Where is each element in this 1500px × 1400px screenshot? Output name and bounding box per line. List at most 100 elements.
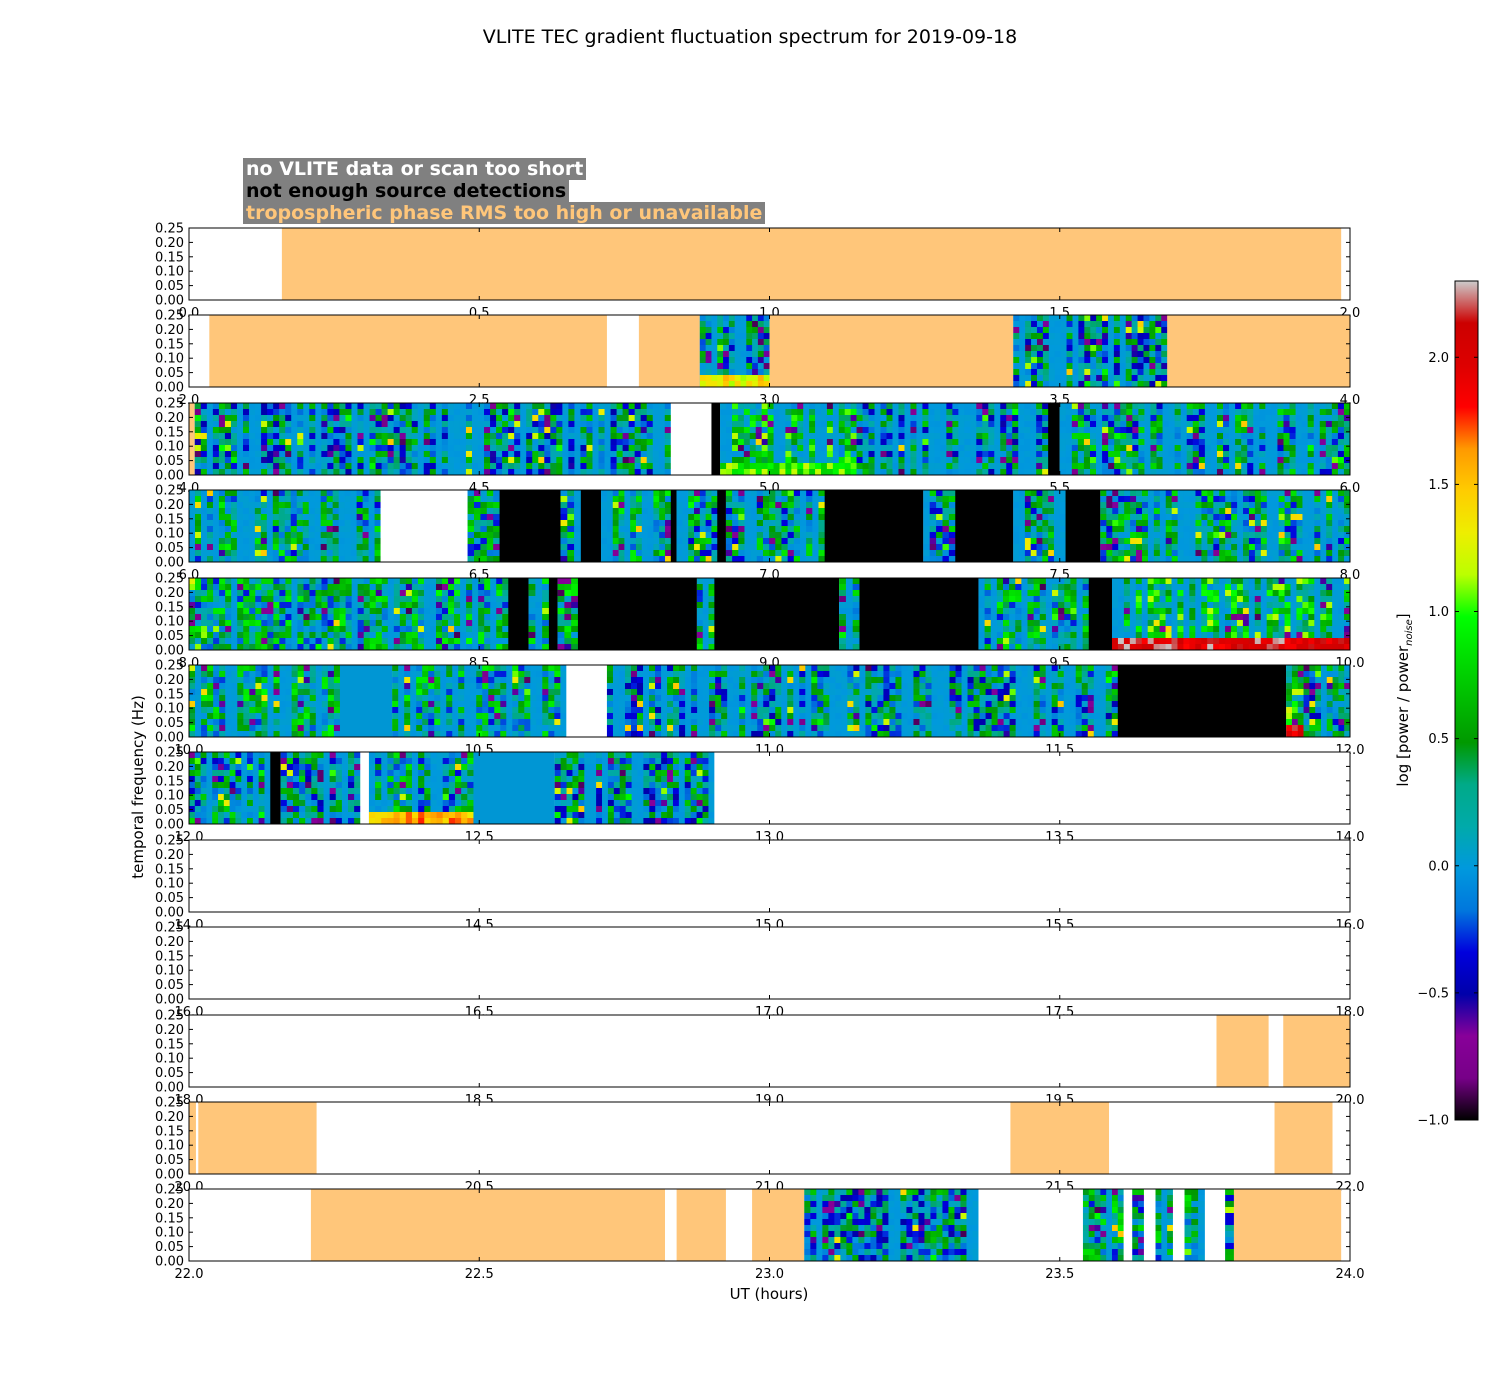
segment-tropo [209, 315, 607, 387]
y-tick-label: 0.10 [155, 352, 184, 367]
segment-spectrum [189, 578, 509, 650]
y-tick-label: 0.20 [155, 236, 184, 251]
colorbar-label-sub: noise [1404, 619, 1415, 646]
y-tick-label: 0.25 [155, 309, 184, 324]
y-tick-label: 0.25 [155, 834, 184, 849]
panels-group: 0.000.050.100.150.200.250.0 0.5 1.0 1.5 2.00… [155, 222, 1364, 1283]
y-tick-label: 0.00 [155, 644, 184, 659]
segment-nodata [189, 927, 1350, 999]
y-tick-label: 0.00 [155, 1168, 184, 1183]
segment-spectrum [804, 1189, 979, 1261]
segment-spectrum [856, 403, 1049, 475]
segment-nodata [714, 752, 1350, 824]
segment-spectrum [280, 752, 361, 824]
segment-spectrum [1013, 315, 1168, 387]
y-tick-label: 0.15 [155, 949, 184, 964]
panel-2: 0.000.050.100.150.200.254.0 4.5 5.0 5.5 6.0 [155, 397, 1360, 497]
y-tick-label: 0.20 [155, 848, 184, 863]
colorbar-ticks: −1.0 −0.5 0.0 0.5 1.0 1.5 2.0 [1417, 351, 1478, 1129]
segment-spectrum [923, 490, 956, 562]
y-tick-label: 0.05 [155, 891, 184, 906]
segment-spectrum [554, 752, 715, 824]
y-tick-label: 0.00 [155, 556, 184, 571]
y-tick-label: 0.00 [155, 1255, 184, 1270]
legend-no-detections: not enough source detections [243, 180, 570, 202]
segment-nodata [189, 1189, 311, 1261]
segment-nodetect [711, 403, 721, 475]
y-tick-label: 0.15 [155, 1124, 184, 1139]
segment-spectrum [1082, 1189, 1125, 1261]
segment-nodata [1332, 1102, 1350, 1174]
y-tick-label: 0.00 [155, 731, 184, 746]
segment-tropo [1216, 1015, 1269, 1087]
x-tick-label: 23.5 [1045, 1267, 1074, 1282]
y-tick-label: 0.15 [155, 337, 184, 352]
x-tick-label: 24.0 [1336, 1267, 1365, 1282]
y-tick-label: 0.20 [155, 323, 184, 338]
segment-nodetect [670, 490, 677, 562]
segment-tropo [676, 1189, 726, 1261]
segment-spectrum [1184, 1189, 1206, 1261]
segment-spectrum [1059, 403, 1351, 475]
segment-nodata [606, 315, 639, 387]
segment-nodata [665, 1189, 677, 1261]
segment-nodata [1172, 1189, 1185, 1261]
y-tick-label: 0.25 [155, 921, 184, 936]
segment-nodata [1143, 1189, 1156, 1261]
segment-nodetect [1088, 578, 1112, 650]
y-tick-label: 0.05 [155, 454, 184, 469]
colorbar-label: log [power / powernoise] [1394, 613, 1415, 786]
y-tick-label: 0.05 [155, 629, 184, 644]
segment-tropo [769, 315, 1014, 387]
y-tick-label: 0.10 [155, 702, 184, 717]
segment-tropo [752, 1189, 805, 1261]
y-tick-label: 0.20 [155, 760, 184, 775]
segment-spectrum [189, 490, 381, 562]
y-tick-label: 0.05 [155, 978, 184, 993]
colorbar-tick-label: 0.5 [1428, 732, 1449, 747]
y-tick-label: 0.10 [155, 1139, 184, 1154]
segment-spectrum [1111, 578, 1351, 650]
y-tick-label: 0.20 [155, 586, 184, 601]
y-tick-label: 0.05 [155, 716, 184, 731]
y-tick-label: 0.00 [155, 469, 184, 484]
segment-spectrum [1225, 1189, 1235, 1261]
segment-nodata [1123, 1189, 1133, 1261]
segment-nodata [670, 403, 712, 475]
y-tick-label: 0.25 [155, 659, 184, 674]
chart-title: VLITE TEC gradient fluctuation spectrum … [483, 26, 1017, 48]
x-tick-label: 23.0 [755, 1267, 784, 1282]
segment-spectrum [1100, 490, 1351, 562]
segment-nodata [1341, 228, 1350, 300]
y-tick-label: 0.10 [155, 527, 184, 542]
segment-spectrum [1155, 1189, 1174, 1261]
y-tick-label: 0.15 [155, 600, 184, 615]
segment-nodata [189, 1015, 1217, 1087]
segment-nodata [1268, 1015, 1284, 1087]
segment-nodetect [824, 490, 924, 562]
segment-spectrum [557, 578, 579, 650]
y-tick-label: 0.10 [155, 789, 184, 804]
y-tick-label: 0.25 [155, 1183, 184, 1198]
y-tick-label: 0.05 [155, 541, 184, 556]
x-tick-label: 22.0 [175, 1267, 204, 1282]
y-tick-label: 0.05 [155, 803, 184, 818]
y-tick-label: 0.10 [155, 615, 184, 630]
segment-spectrum [392, 665, 567, 737]
segment-nodata [380, 490, 468, 562]
y-tick-label: 0.05 [155, 279, 184, 294]
segment-spectrum [528, 578, 550, 650]
y-tick-label: 0.25 [155, 397, 184, 412]
y-tick-label: 0.15 [155, 862, 184, 877]
panel-4: 0.000.050.100.150.200.258.0 8.5 9.0 9.5 10.0 [155, 572, 1364, 672]
segment-nodata [189, 315, 210, 387]
y-tick-label: 0.15 [155, 512, 184, 527]
y-tick-label: 0.05 [155, 1066, 184, 1081]
segment-nodata [189, 840, 1350, 912]
segment-nodetect [508, 578, 529, 650]
y-tick-label: 0.10 [155, 964, 184, 979]
y-axis-label: temporal frequency (Hz) [129, 695, 147, 879]
